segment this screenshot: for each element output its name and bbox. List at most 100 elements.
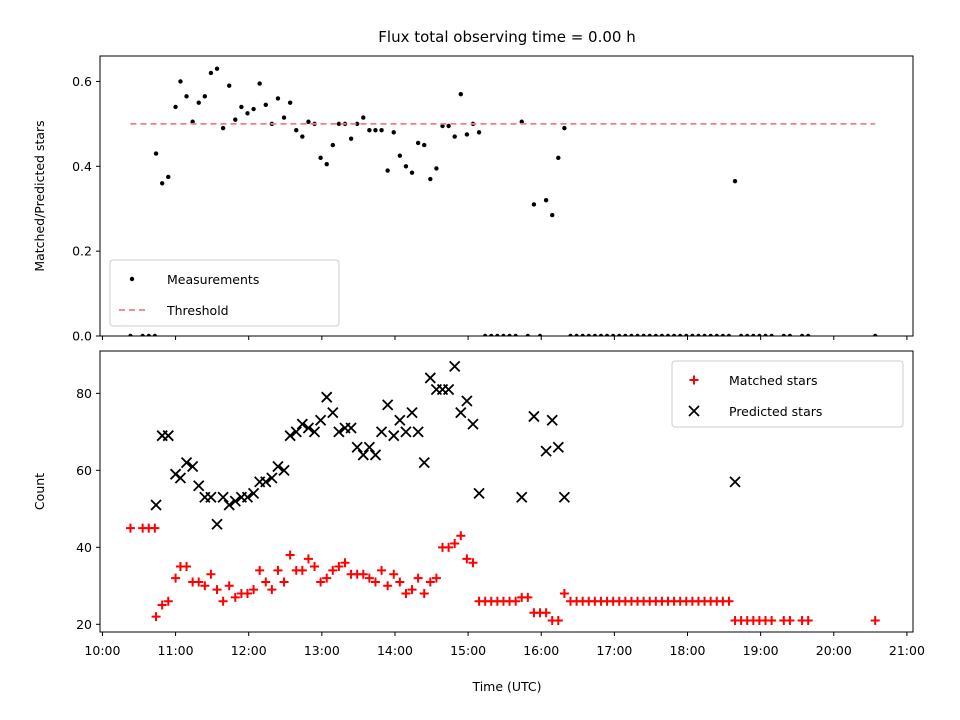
data-point: [245, 111, 250, 116]
data-point: [677, 333, 683, 336]
data-point: [182, 562, 192, 572]
data-point: [738, 333, 744, 336]
data-point: [296, 418, 308, 430]
data-point: [541, 608, 551, 618]
data-point: [424, 372, 436, 384]
data-point: [617, 333, 622, 336]
y-tick-label: 80: [76, 386, 92, 401]
data-point: [206, 569, 216, 579]
data-point: [407, 585, 417, 595]
data-point: [249, 585, 259, 595]
bottom-data: [125, 360, 880, 625]
data-point: [449, 360, 461, 373]
data-point: [214, 66, 220, 71]
data-point: [665, 333, 671, 336]
x-tick-label: 14:00: [377, 643, 413, 658]
data-point: [284, 430, 296, 442]
data-point: [543, 198, 549, 203]
x-axis-label: Time (UTC): [471, 679, 541, 694]
data-point: [369, 449, 382, 461]
data-point: [239, 104, 244, 110]
data-point: [422, 142, 427, 148]
data-point: [523, 592, 533, 602]
data-point: [482, 333, 488, 336]
data-point: [604, 333, 610, 336]
data-point: [394, 414, 406, 426]
legend-handle-marker: [129, 276, 135, 282]
data-point: [196, 100, 201, 105]
data-point: [211, 518, 223, 530]
y-tick-label: 60: [76, 463, 92, 478]
data-point: [629, 333, 634, 336]
x-tick-label: 21:00: [889, 643, 925, 658]
data-point: [193, 480, 205, 492]
data-point: [519, 119, 524, 124]
data-point: [690, 333, 695, 336]
data-point: [418, 456, 430, 469]
data-point: [212, 585, 222, 595]
legend-label: Predicted stars: [729, 404, 822, 419]
data-point: [455, 406, 467, 419]
data-point: [785, 615, 795, 625]
data-point: [452, 134, 457, 139]
data-point: [166, 174, 171, 180]
data-point: [553, 615, 563, 625]
data-point: [389, 569, 399, 579]
data-point: [580, 333, 585, 336]
data-point: [297, 565, 307, 575]
data-point: [340, 558, 350, 568]
data-point: [382, 399, 394, 411]
data-point: [383, 581, 393, 591]
data-point: [354, 121, 360, 127]
data-point: [290, 426, 302, 438]
data-point: [300, 134, 305, 139]
data-point: [287, 100, 293, 105]
data-point: [171, 573, 181, 583]
data-point: [767, 615, 777, 625]
data-point: [150, 523, 160, 533]
data-point: [671, 333, 677, 336]
data-point: [303, 554, 313, 564]
data-point: [708, 333, 713, 336]
data-point: [406, 406, 418, 419]
data-point: [696, 333, 701, 336]
data-point: [310, 562, 320, 572]
data-point: [125, 523, 135, 533]
y-tick-label: 0.4: [72, 159, 92, 174]
data-point: [328, 565, 338, 575]
data-point: [218, 596, 228, 606]
data-point: [413, 573, 423, 583]
data-point: [363, 441, 376, 453]
data-point: [334, 562, 344, 572]
legend-handle-marker: [688, 405, 700, 417]
data-point: [308, 426, 321, 438]
top-panel: 0.0 0.2 0.4 0.6 Matched/Predicted stars Measu…: [32, 55, 914, 344]
x-tick-label: 20:00: [816, 643, 852, 658]
legend-label: Measurements: [167, 272, 259, 287]
data-point: [403, 164, 409, 169]
data-point: [729, 476, 741, 488]
data-point: [208, 70, 214, 76]
data-point: [152, 333, 158, 336]
data-point: [375, 426, 388, 438]
data-point: [281, 115, 287, 120]
data-point: [351, 441, 363, 453]
bottom-panel: 20 40 60 80 10:00 11:00 12:00 13:00 14:00 15:00 16…: [32, 350, 925, 658]
x-tick-label: 12:00: [231, 643, 267, 658]
data-point: [720, 333, 726, 336]
data-point: [257, 81, 262, 86]
data-point: [400, 426, 412, 438]
legend-box: [671, 360, 904, 428]
data-point: [275, 96, 281, 101]
x-tick-label: 15:00: [450, 643, 486, 658]
data-point: [442, 383, 455, 396]
data-point: [251, 106, 256, 112]
data-point: [781, 333, 786, 336]
data-point: [395, 577, 405, 587]
data-point: [574, 333, 579, 336]
data-point: [241, 491, 254, 503]
data-point: [230, 592, 240, 602]
data-point: [306, 119, 311, 124]
top-legend: Measurements Threshold: [109, 259, 340, 327]
